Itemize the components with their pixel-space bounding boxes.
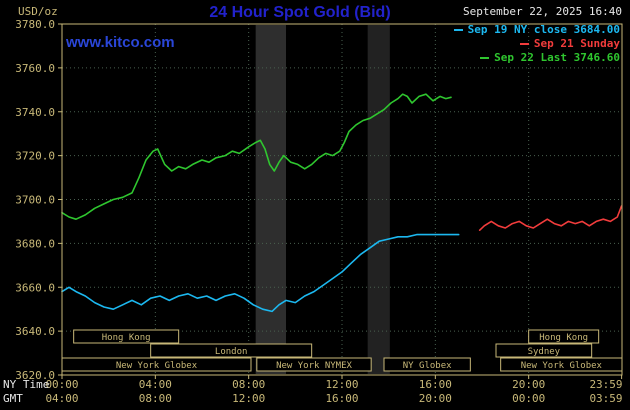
session-ny-globex: NY Globex [383,357,471,372]
svg-text:New York Globex: New York Globex [116,361,198,371]
session-new-york-globex: New York Globex [500,357,623,372]
ny-time-tick: 00:00 [45,378,78,391]
gmt-time-tick: 12:00 [232,392,265,405]
session-hong-kong: Hong Kong [73,329,180,344]
y-tick-label: 3700.0 [15,194,55,207]
gmt-time-tick: 04:00 [45,392,78,405]
y-tick-label: 3680.0 [15,237,55,250]
sep19-line-icon [453,29,463,31]
svg-text:London: London [215,347,248,357]
kitco-watermark-link[interactable]: www.kitco.com [66,34,175,51]
y-tick-label: 3740.0 [15,106,55,119]
ny-time-tick: 08:00 [232,378,265,391]
legend-label: Sep 21 Sunday [533,37,620,50]
sep22-line-icon [480,57,490,59]
y-tick-label: 3620.0 [15,369,55,382]
gmt-time-tick: 03:59 [589,392,622,405]
y-tick-label: 3660.0 [15,281,55,294]
ny-time-tick: 04:00 [139,378,172,391]
legend-item-sep22: Sep 22 Last 3746.60 [454,51,620,65]
legend-label: Sep 22 Last 3746.60 [494,51,620,64]
chart-datetime: September 22, 2025 16:40 [463,5,622,18]
y-tick-label: 3780.0 [15,18,55,31]
series-sep19 [61,233,460,313]
ny-time-tick: 20:00 [512,378,545,391]
session-hong-kong: Hong Kong [528,329,600,344]
legend-item-sep21: Sep 21 Sunday [454,37,620,51]
legend: Sep 19 NY close 3684.00 Sep 21 Sunday Se… [453,23,620,65]
y-axis-unit-label: USD/oz [18,5,58,18]
series-sep22 [61,93,452,220]
session-new-york-nymex: New York NYMEX [256,357,372,372]
y-axis: 3620.0 3640.0 3660.0 3680.0 3700.0 3720.0 3740… [15,18,62,382]
svg-text:Hong Kong: Hong Kong [102,333,151,343]
svg-text:Hong Kong: Hong Kong [539,333,588,343]
gmt-time-tick: 00:00 [512,392,545,405]
ny-time-tick: 16:00 [419,378,452,391]
y-tick-label: 3720.0 [15,150,55,163]
x-axis: 00:0004:0004:0008:0008:0012:0012:0016:00… [45,375,623,405]
legend-label: Sep 19 NY close 3684.00 [467,23,620,36]
svg-text:New York Globex: New York Globex [521,361,603,371]
svg-text:New York NYMEX: New York NYMEX [276,361,352,371]
sep21-line-icon [519,43,529,45]
gmt-time-tick: 08:00 [139,392,172,405]
svg-text:NY Globex: NY Globex [403,361,452,371]
svg-text:Sydney: Sydney [528,347,561,357]
gmt-time-tick: 16:00 [325,392,358,405]
y-tick-label: 3760.0 [15,62,55,75]
gmt-caption: GMT [3,392,23,405]
ny-time-tick: 12:00 [325,378,358,391]
series-sep21 [478,205,623,231]
session-sydney: Sydney [495,343,593,358]
gridlines [62,24,622,375]
ny-time-caption: NY Time [3,378,49,391]
gmt-time-tick: 20:00 [419,392,452,405]
session-london: London [150,343,313,358]
legend-item-sep19: Sep 19 NY close 3684.00 [453,23,620,37]
ny-time-tick: 23:59 [589,378,622,391]
page-title: 24 Hour Spot Gold (Bid) [209,4,391,21]
y-tick-label: 3640.0 [15,325,55,338]
session-new-york-globex: New York Globex [61,357,252,372]
